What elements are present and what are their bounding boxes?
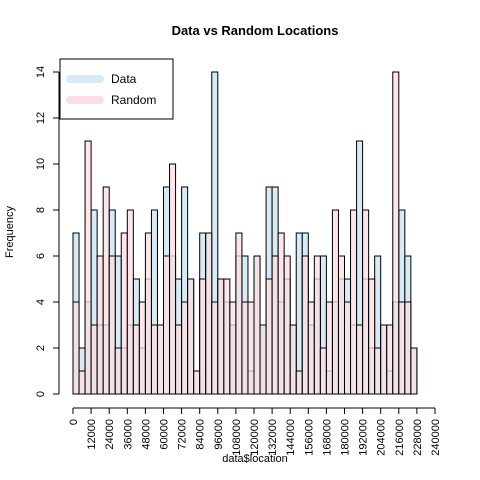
bar-random [199, 278, 207, 395]
bar-random [404, 301, 412, 395]
bar-random [72, 301, 80, 395]
x-tick-label: 108000 [231, 419, 243, 456]
x-tick-label: 168000 [321, 419, 333, 456]
bar-random [187, 278, 195, 395]
x-axis-label: data$location [222, 453, 287, 465]
bar-random [325, 301, 333, 395]
bar-random [84, 140, 92, 395]
x-tick-label: 192000 [358, 419, 370, 456]
bar-random [138, 301, 146, 395]
bar-random [247, 301, 255, 395]
bar-random [163, 255, 171, 395]
bar-random [289, 324, 297, 395]
x-tick-label: 240000 [430, 419, 442, 456]
bar-random [90, 324, 98, 395]
bar-random [211, 301, 219, 395]
bar-random [150, 324, 158, 395]
bar-random [235, 232, 243, 395]
y-tick-label: 4 [35, 299, 47, 305]
bar-random [169, 163, 177, 395]
y-tick-label: 2 [35, 345, 47, 351]
y-tick-label: 10 [35, 158, 47, 170]
x-tick-label: 36000 [122, 419, 134, 450]
bar-random [271, 255, 279, 395]
y-tick-label: 14 [35, 66, 47, 78]
bar-random [229, 301, 237, 395]
x-tick-label: 24000 [104, 419, 116, 450]
legend-box [59, 58, 174, 120]
bar-random [96, 255, 104, 395]
bar-random [350, 209, 358, 395]
bar-random [114, 347, 122, 395]
bar-random [241, 301, 249, 395]
bar-random [380, 324, 388, 395]
y-tick-label: 8 [35, 207, 47, 213]
bar-random [223, 278, 231, 395]
y-tick-label: 12 [35, 112, 47, 124]
chart-title: Data vs Random Locations [172, 23, 339, 38]
bar-random [398, 301, 406, 395]
bar-random [362, 209, 370, 395]
x-tick-label: 156000 [303, 419, 315, 456]
bar-random [181, 301, 189, 395]
x-tick-label: 144000 [285, 419, 297, 456]
bar-random [78, 370, 86, 395]
x-tick-label: 84000 [195, 419, 207, 450]
bar-random [132, 324, 140, 395]
bar-random [156, 324, 164, 395]
bar-random [120, 232, 128, 395]
bar-random [313, 255, 321, 395]
bar-random [193, 370, 201, 395]
x-tick-label: 216000 [394, 419, 406, 456]
legend-label-random: Random [111, 93, 156, 107]
bar-random [205, 232, 213, 395]
y-axis: 0 2 4 6 8 10 12 14 [35, 66, 60, 397]
x-tick-label: 12000 [86, 419, 98, 450]
y-axis-label: Frequency [4, 206, 16, 258]
x-tick-label: 72000 [177, 419, 189, 450]
x-tick-label: 0 [68, 419, 80, 425]
x-tick-label: 60000 [159, 419, 171, 450]
bar-random [295, 370, 303, 395]
bar-random [368, 278, 376, 395]
x-tick-label: 132000 [267, 419, 279, 456]
legend: Data Random [59, 58, 174, 120]
bar-random [374, 347, 382, 395]
bar-random [126, 209, 134, 395]
x-tick-label: 48000 [140, 419, 152, 450]
y-tick-label: 6 [35, 253, 47, 259]
x-tick-label: 96000 [213, 419, 225, 450]
x-tick-label: 180000 [340, 419, 352, 456]
bar-random [102, 186, 110, 395]
bar-random [144, 232, 152, 395]
bar-random [331, 209, 339, 395]
bar-random [217, 278, 225, 395]
bar-random [392, 71, 400, 395]
y-tick-label: 0 [35, 391, 47, 397]
bar-random [337, 255, 346, 395]
series-random [72, 71, 418, 395]
bar-random [175, 324, 183, 395]
bar-random [301, 255, 309, 395]
bar-random [319, 347, 327, 395]
bar-random [356, 324, 364, 395]
bar-random [253, 255, 261, 395]
legend-label-data: Data [111, 72, 137, 86]
bar-data [295, 232, 303, 395]
bar-random [265, 278, 273, 395]
bar-random [386, 324, 394, 395]
bar-random [277, 232, 285, 395]
x-tick-label: 120000 [249, 419, 261, 456]
x-tick-label: 204000 [376, 419, 388, 456]
x-axis: 0 12000 24000 36000 48000 60000 72000 84000 9600… [68, 407, 442, 456]
bar-random [410, 347, 418, 395]
bar-random [283, 255, 291, 395]
bar-random [108, 255, 116, 395]
x-tick-label: 228000 [412, 419, 424, 456]
bar-random [259, 324, 267, 395]
bar-random [307, 301, 315, 395]
bar-random [344, 301, 352, 395]
